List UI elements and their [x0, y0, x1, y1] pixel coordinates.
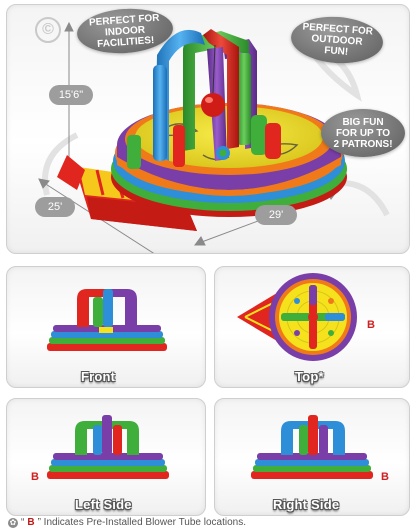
gear-icon: ✿ [8, 517, 18, 528]
inflatable-main-illustration [38, 21, 390, 253]
patrons-line-3: 2 PATRONS! [333, 138, 393, 150]
left-side-panel: B Left Side [6, 398, 206, 516]
main-image-panel: © PERFECT FOR INDOOR FACILITIES! PERFECT… [6, 4, 410, 254]
height-dimension: 15'6" [49, 85, 93, 105]
arches [153, 29, 257, 161]
front-view-panel: Front [6, 266, 206, 388]
footnote: ✿ “B” Indicates Pre-Installed Blower Tub… [8, 517, 246, 528]
footnote-b-marker: B [27, 517, 35, 528]
front-view-illustration [47, 289, 167, 351]
top-view-illustration [237, 273, 357, 361]
side-gates [127, 115, 281, 169]
left-side-illustration [47, 415, 169, 479]
right-side-illustration [251, 415, 373, 479]
blower-marker-right: B [381, 471, 389, 483]
front-view-label: Front [81, 369, 116, 384]
patrons-line-2: FOR UP TO [335, 127, 391, 139]
right-side-label: Right Side [273, 497, 340, 512]
patrons-line-1: BIG FUN [342, 116, 384, 128]
copyright-icon: © [35, 17, 61, 43]
wrecking-ball [201, 44, 225, 117]
width-dimension: 29' [255, 205, 297, 225]
depth-dimension: 25' [35, 197, 75, 217]
blower-marker-left: B [31, 471, 39, 483]
target-ball [216, 146, 230, 160]
footnote-text: ” Indicates Pre-Installed Blower Tube lo… [37, 517, 247, 528]
blower-marker-top: B [367, 319, 375, 331]
top-view-label: Top* [295, 369, 324, 384]
right-side-panel: B Right Side [214, 398, 410, 516]
top-view-panel: B Top* [214, 266, 410, 388]
footnote-quote-open: “ [21, 517, 25, 528]
left-side-label: Left Side [75, 497, 132, 512]
patrons-bubble: BIG FUN FOR UP TO 2 PATRONS! [321, 109, 405, 157]
